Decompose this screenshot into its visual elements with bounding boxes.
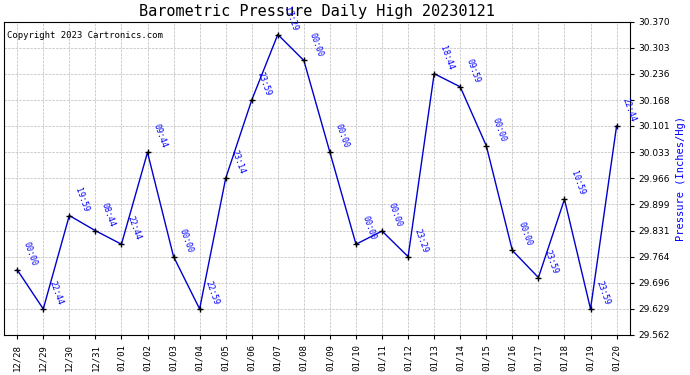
Point — [12, 267, 23, 273]
Point — [559, 196, 570, 202]
Point — [611, 123, 622, 129]
Text: 00:00: 00:00 — [386, 202, 403, 228]
Text: 00:00: 00:00 — [178, 227, 195, 254]
Text: 23:59: 23:59 — [595, 280, 612, 306]
Text: 23:59: 23:59 — [542, 248, 560, 275]
Text: 00:00: 00:00 — [517, 221, 533, 248]
Text: 10:59: 10:59 — [569, 170, 586, 196]
Point — [168, 254, 179, 260]
Text: 22:44: 22:44 — [48, 280, 64, 306]
Point — [402, 254, 413, 260]
Point — [324, 149, 335, 155]
Point — [63, 213, 75, 219]
Point — [428, 70, 440, 76]
Point — [481, 143, 492, 149]
Point — [585, 306, 596, 312]
Point — [273, 32, 284, 38]
Text: Copyright 2023 Cartronics.com: Copyright 2023 Cartronics.com — [8, 31, 163, 40]
Text: 08:44: 08:44 — [99, 201, 117, 228]
Title: Barometric Pressure Daily High 20230121: Barometric Pressure Daily High 20230121 — [139, 4, 495, 19]
Point — [246, 97, 257, 103]
Text: 23:29: 23:29 — [413, 227, 429, 254]
Text: 22:59: 22:59 — [204, 280, 221, 306]
Point — [142, 149, 153, 155]
Y-axis label: Pressure (Inches/Hg): Pressure (Inches/Hg) — [676, 116, 686, 241]
Text: 23:59: 23:59 — [256, 70, 273, 97]
Text: 09:44: 09:44 — [152, 123, 168, 150]
Text: 09:59: 09:59 — [464, 57, 482, 84]
Point — [351, 241, 362, 247]
Text: 19:59: 19:59 — [74, 186, 90, 213]
Text: 18:44: 18:44 — [438, 44, 455, 71]
Point — [38, 306, 49, 312]
Text: 00:00: 00:00 — [308, 31, 325, 58]
Point — [90, 228, 101, 234]
Text: 00:00: 00:00 — [360, 215, 377, 242]
Point — [377, 228, 388, 234]
Text: 00:00: 00:00 — [334, 123, 351, 150]
Text: 22:44: 22:44 — [621, 97, 638, 123]
Point — [194, 306, 205, 312]
Text: 23:14: 23:14 — [230, 149, 247, 176]
Point — [298, 57, 309, 63]
Text: 00:00: 00:00 — [491, 116, 507, 143]
Point — [220, 176, 231, 181]
Point — [116, 241, 127, 247]
Text: 22:44: 22:44 — [126, 215, 143, 242]
Point — [455, 84, 466, 90]
Text: 17:29: 17:29 — [282, 5, 299, 32]
Point — [533, 274, 544, 280]
Point — [507, 248, 518, 254]
Text: 00:00: 00:00 — [21, 240, 39, 267]
